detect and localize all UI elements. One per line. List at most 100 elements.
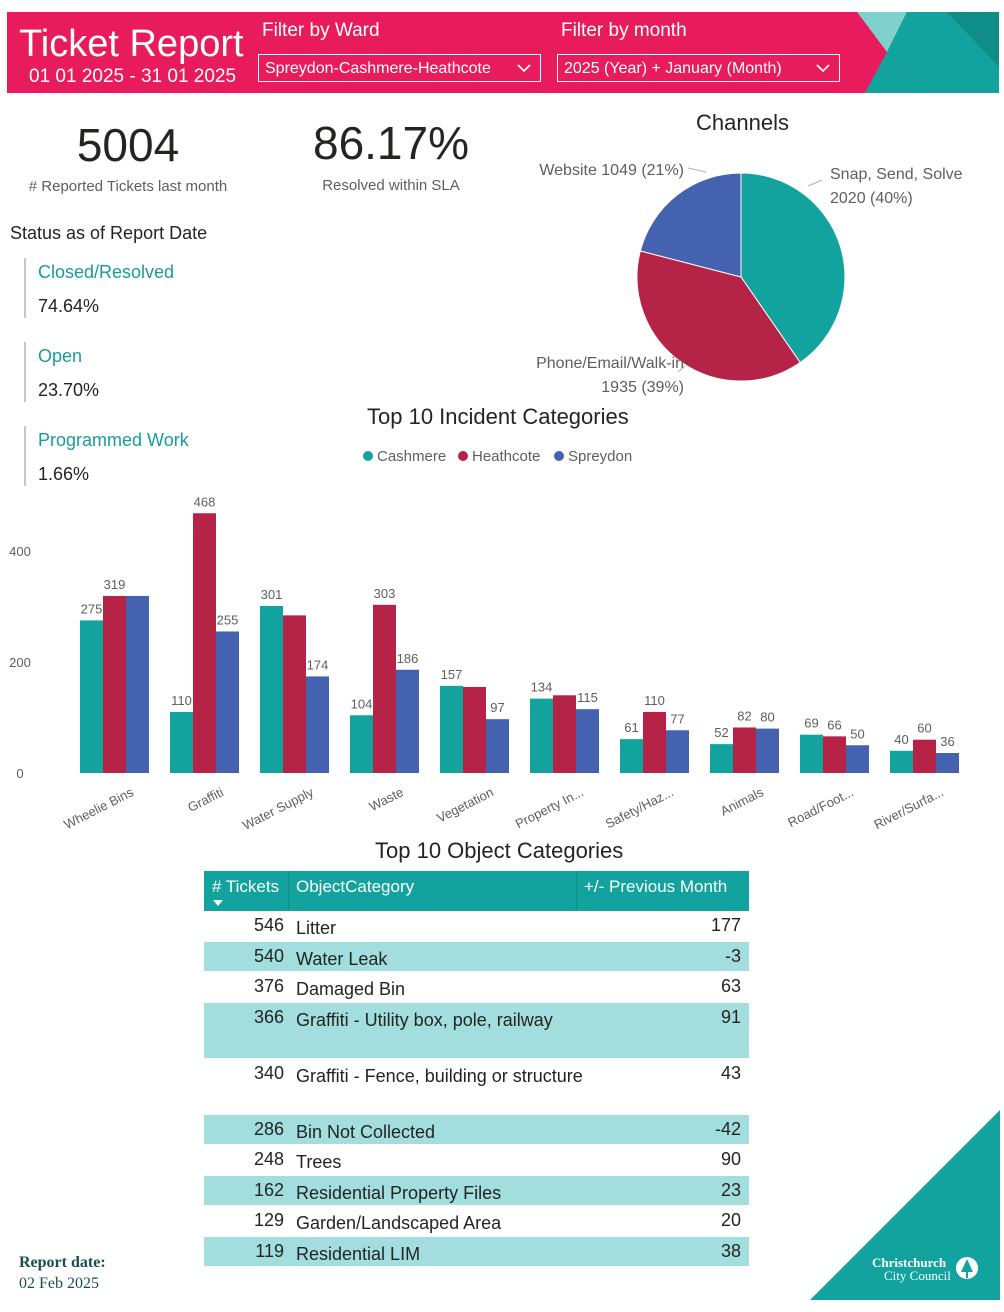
bar-heathcote[interactable] (553, 695, 576, 773)
table-body: 546 Litter 177 540 Water Leak -3 376 Damaged Bi… (204, 911, 749, 1266)
table-row[interactable]: 286 Bin Not Collected -42 (204, 1113, 749, 1144)
table-row[interactable]: 248 Trees 90 (204, 1144, 749, 1175)
x-tick-label: Vegetation (434, 784, 496, 825)
ward-filter-label: Filter by Ward (262, 20, 380, 41)
chevron-down-icon (517, 64, 531, 73)
bar-heathcote[interactable] (463, 686, 486, 773)
table-row[interactable]: 376 Damaged Bin 63 (204, 971, 749, 1002)
chevron-down-icon (816, 64, 830, 73)
legend-label[interactable]: Spreydon (568, 448, 632, 465)
cell-tickets: 129 (253, 1210, 284, 1230)
table-row[interactable]: 129 Garden/Landscaped Area 20 (204, 1205, 749, 1236)
legend-marker (458, 451, 468, 461)
pie-slice-phone-email-walk-in[interactable] (636, 250, 801, 382)
bar-heathcote[interactable] (283, 615, 306, 773)
table-row[interactable]: 540 Water Leak -3 (204, 940, 749, 971)
status-divider (24, 426, 26, 486)
bar-heathcote[interactable] (373, 604, 396, 773)
page-title: Ticket Report (19, 23, 244, 65)
cell-tickets: 376 (253, 976, 284, 996)
bar-spreydon[interactable] (306, 676, 329, 773)
status-divider (24, 258, 26, 318)
cell-category: Residential Property Files (296, 1182, 502, 1203)
y-tick-label: 0 (16, 766, 23, 781)
object-categories-table: # Tickets ObjectCategory +/- Previous Mo… (204, 871, 749, 1266)
bar-data-label: 301 (261, 587, 283, 602)
table-row[interactable]: 119 Residential LIM 38 (204, 1235, 749, 1266)
cell-category: Graffiti - Fence, building or structure (296, 1065, 583, 1086)
bar-cashmere[interactable] (620, 739, 643, 773)
cell-tickets: 248 (253, 1149, 284, 1169)
bar-spreydon[interactable] (576, 709, 599, 773)
bar-data-label: 61 (624, 720, 638, 735)
bar-data-label: 104 (351, 696, 373, 711)
bar-spreydon[interactable] (126, 595, 149, 773)
bar-data-label: 97 (490, 700, 504, 715)
col-header-tickets[interactable]: # Tickets (212, 877, 280, 896)
month-filter-dropdown[interactable]: 2025 (Year) + January (Month) (557, 54, 840, 82)
y-tick-label: 200 (9, 655, 31, 670)
cell-diff: 38 (720, 1240, 741, 1261)
bar-data-label: 134 (531, 680, 553, 695)
kpi-tickets-label: # Reported Tickets last month (28, 178, 228, 195)
bar-cashmere[interactable] (890, 750, 913, 773)
bar-cashmere[interactable] (260, 605, 283, 773)
cell-diff: 63 (720, 976, 741, 996)
corner-decoration (810, 1110, 1000, 1300)
pie-leader-line (807, 179, 823, 187)
col-header-diff[interactable]: +/- Previous Month (584, 877, 728, 896)
bar-cashmere[interactable] (170, 711, 193, 773)
pie-chart-title: Channels (696, 110, 789, 135)
bar-cashmere[interactable] (800, 734, 823, 773)
legend-label[interactable]: Cashmere (377, 448, 446, 465)
cell-diff: 90 (720, 1149, 741, 1169)
header-decoration (857, 12, 999, 93)
cell-diff: -42 (714, 1118, 741, 1139)
pie-slice-snap-send-solve[interactable] (740, 172, 846, 364)
bar-spreydon[interactable] (486, 719, 509, 773)
bar-spreydon[interactable] (666, 730, 689, 773)
pie-label: Website 1049 (21%) (539, 162, 684, 179)
cell-diff: -3 (724, 945, 741, 966)
cell-tickets: 119 (255, 1240, 284, 1261)
pie-slice-website[interactable] (639, 172, 742, 278)
bar-data-label: 60 (917, 721, 931, 736)
bar-cashmere[interactable] (710, 744, 733, 773)
table-row[interactable]: 366 Graffiti - Utility box, pole, railway… (204, 1001, 749, 1058)
bar-data-label: 77 (670, 711, 684, 726)
bar-data-label: 255 (217, 612, 239, 627)
bar-cashmere[interactable] (80, 620, 103, 773)
legend-marker (363, 451, 373, 461)
bar-cashmere[interactable] (530, 698, 553, 773)
bar-data-label: 40 (894, 732, 908, 747)
pie-label-value: 1935 (39%) (601, 379, 684, 396)
bar-spreydon[interactable] (936, 753, 959, 773)
bar-heathcote[interactable] (733, 727, 756, 773)
legend-marker (554, 451, 564, 461)
cell-category: Litter (296, 918, 337, 938)
bar-data-label: 275 (81, 601, 103, 616)
bar-cashmere[interactable] (350, 715, 373, 773)
table-title: Top 10 Object Categories (375, 838, 624, 863)
report-date-value: 02 Feb 2025 (19, 1275, 99, 1292)
bar-heathcote[interactable] (913, 739, 936, 773)
legend-label[interactable]: Heathcote (472, 448, 540, 465)
table-row[interactable]: 546 Litter 177 (204, 911, 749, 941)
bar-spreydon[interactable] (396, 669, 419, 773)
bar-heathcote[interactable] (823, 736, 846, 773)
col-header-category[interactable]: ObjectCategory (296, 877, 415, 896)
table-row[interactable]: 162 Residential Property Files 23 (204, 1174, 749, 1205)
bar-heathcote[interactable] (193, 513, 216, 773)
bar-spreydon[interactable] (846, 745, 869, 773)
bar-spreydon[interactable] (756, 728, 779, 773)
bar-heathcote[interactable] (103, 595, 126, 773)
bar-cashmere[interactable] (440, 685, 463, 773)
bar-heathcote[interactable] (643, 711, 666, 773)
table-row[interactable]: 340 Graffiti - Fence, building or structu… (204, 1057, 749, 1114)
bar-data-label: 110 (171, 693, 192, 708)
x-tick-label: Road/Foot... (785, 784, 856, 830)
cell-diff: 43 (720, 1062, 741, 1083)
ward-filter-dropdown[interactable]: Spreydon-Cashmere-Heathcote (258, 54, 541, 82)
bar-spreydon[interactable] (216, 631, 239, 773)
